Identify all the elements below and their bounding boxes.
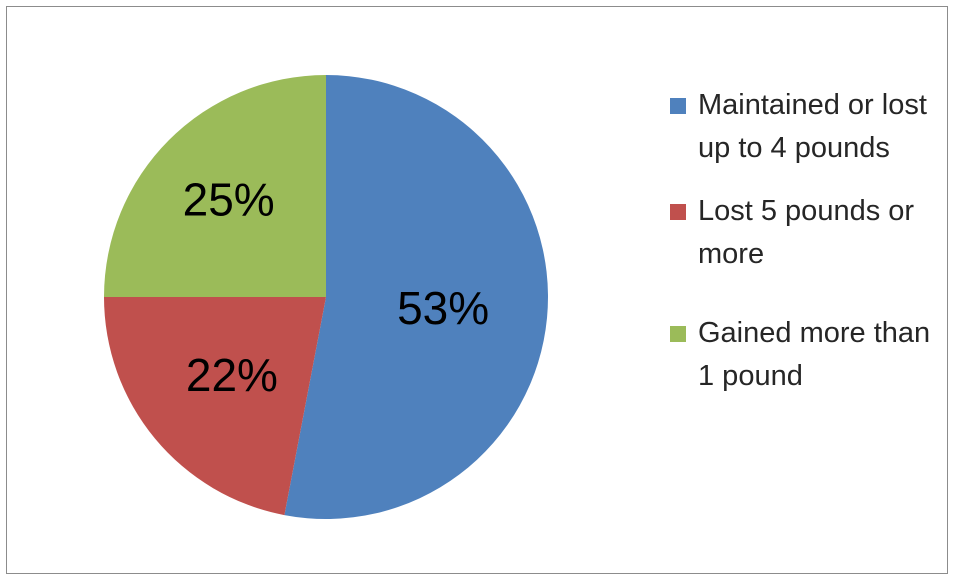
pie-slice-lost: [104, 297, 326, 516]
legend: Maintained or lost up to 4 pounds Lost 5…: [664, 84, 934, 398]
legend-item-gained: Gained more than 1 pound: [664, 312, 934, 398]
legend-label-gained: Gained more than 1 pound: [698, 317, 931, 392]
data-label-lost: 22%: [186, 349, 278, 401]
legend-label-maintained: Maintained or lost up to 4 pounds: [698, 89, 927, 164]
legend-swatch-maintained: [670, 98, 686, 114]
legend-swatch-gained: [670, 326, 686, 342]
data-label-maintained: 53%: [397, 282, 489, 334]
data-label-gained: 25%: [183, 174, 275, 226]
pie-slice-maintained: [284, 75, 548, 519]
legend-item-maintained: Maintained or lost up to 4 pounds: [664, 84, 934, 170]
legend-swatch-lost: [670, 204, 686, 220]
legend-item-lost: Lost 5 pounds or more: [664, 190, 934, 276]
pie-slice-gained: [104, 75, 326, 297]
legend-label-lost: Lost 5 pounds or more: [698, 195, 915, 270]
